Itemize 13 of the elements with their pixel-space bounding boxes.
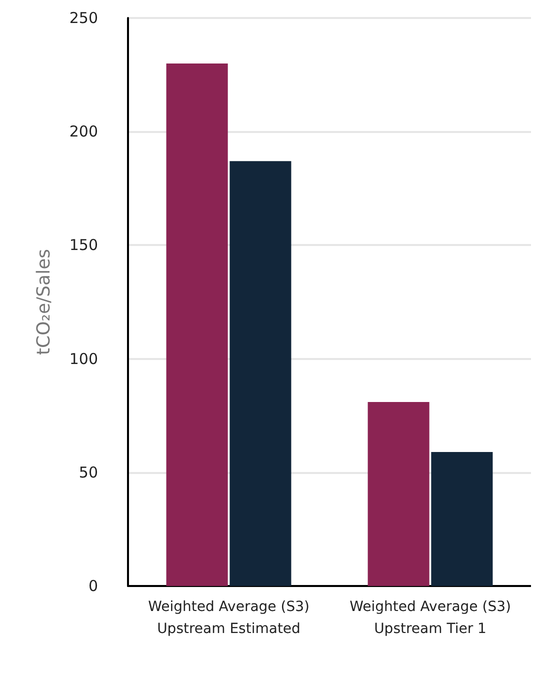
y-axis-title: tCO₂e/Sales (34, 248, 54, 356)
y-tick-label: 50 (78, 463, 98, 482)
bar (166, 63, 228, 586)
y-tick-label: 150 (69, 236, 98, 254)
bar (431, 452, 493, 586)
y-tick-label: 250 (69, 9, 98, 27)
x-tick-label: Weighted Average (S3) Upstream Tier 1 (350, 599, 511, 637)
bar (368, 402, 430, 586)
x-tick-label: Weighted Average (S3) Upstream Estimated (148, 599, 310, 637)
y-tick-label: 100 (69, 350, 98, 368)
bar (230, 161, 292, 586)
y-tick-label: 200 (69, 122, 98, 141)
y-tick-label: 0 (88, 577, 98, 595)
